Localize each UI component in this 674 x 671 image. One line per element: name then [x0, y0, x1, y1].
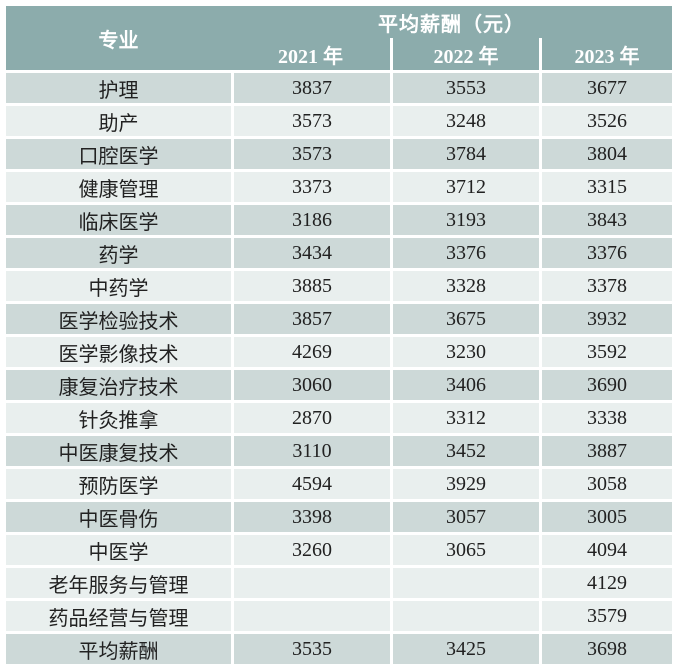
salary-cell-2022: 3248	[393, 106, 539, 136]
profession-cell: 药品经营与管理	[6, 601, 231, 631]
salary-cell-2021-empty	[234, 568, 390, 598]
salary-cell-2022: 3712	[393, 172, 539, 202]
salary-cell-2021: 3060	[234, 370, 390, 400]
table-header: 专业 平均薪酬（元） 2021 年 2022 年 2023 年	[6, 6, 672, 70]
table-row: 口腔医学 3573 3784 3804	[6, 139, 672, 169]
salary-cell-2021: 4269	[234, 337, 390, 367]
profession-cell: 护理	[6, 73, 231, 103]
profession-cell: 中药学	[6, 271, 231, 301]
salary-cell-2022: 3452	[393, 436, 539, 466]
salary-cell-2021: 3398	[234, 502, 390, 532]
year-header-2023: 2023 年	[539, 38, 672, 70]
salary-cell-2023: 4129	[542, 568, 672, 598]
salary-cell-2022: 3425	[393, 634, 539, 664]
table-row: 助产 3573 3248 3526	[6, 106, 672, 136]
salary-cell-2021: 3535	[234, 634, 390, 664]
profession-cell: 口腔医学	[6, 139, 231, 169]
salary-cell-2021: 3573	[234, 139, 390, 169]
salary-cell-2021: 3573	[234, 106, 390, 136]
salary-cell-2023: 3338	[542, 403, 672, 433]
salary-cell-2021: 2870	[234, 403, 390, 433]
profession-cell: 中医学	[6, 535, 231, 565]
profession-cell: 老年服务与管理	[6, 568, 231, 598]
table-row: 中医学 3260 3065 4094	[6, 535, 672, 565]
salary-cell-2021: 4594	[234, 469, 390, 499]
table-row: 健康管理 3373 3712 3315	[6, 172, 672, 202]
salary-cell-2022: 3230	[393, 337, 539, 367]
table-row: 康复治疗技术 3060 3406 3690	[6, 370, 672, 400]
salary-cell-2023: 3843	[542, 205, 672, 235]
salary-cell-2021: 3434	[234, 238, 390, 268]
salary-cell-2022: 3193	[393, 205, 539, 235]
salary-cell-2023: 3376	[542, 238, 672, 268]
salary-cell-2021: 3857	[234, 304, 390, 334]
salary-cell-2023: 3690	[542, 370, 672, 400]
salary-cell-2021: 3373	[234, 172, 390, 202]
profession-cell: 中医康复技术	[6, 436, 231, 466]
salary-cell-2021: 3885	[234, 271, 390, 301]
salary-cell-2021: 3260	[234, 535, 390, 565]
profession-cell: 康复治疗技术	[6, 370, 231, 400]
salary-cell-2023: 3677	[542, 73, 672, 103]
profession-cell: 助产	[6, 106, 231, 136]
salary-cell-2021: 3186	[234, 205, 390, 235]
profession-cell: 医学检验技术	[6, 304, 231, 334]
table-row: 药学 3434 3376 3376	[6, 238, 672, 268]
table-row: 药品经营与管理 3579	[6, 601, 672, 631]
profession-cell: 健康管理	[6, 172, 231, 202]
profession-cell: 临床医学	[6, 205, 231, 235]
year-header-2021: 2021 年	[278, 45, 343, 68]
table-row: 临床医学 3186 3193 3843	[6, 205, 672, 235]
salary-cell-2023: 3005	[542, 502, 672, 532]
profession-cell: 药学	[6, 238, 231, 268]
salary-cell-2023: 3932	[542, 304, 672, 334]
header-salary-group: 平均薪酬（元） 2021 年 2022 年 2023 年	[231, 6, 672, 70]
salary-cell-2023: 3698	[542, 634, 672, 664]
salary-cell-2023: 3579	[542, 601, 672, 631]
salary-cell-2021: 3837	[234, 73, 390, 103]
salary-cell-2021-empty	[234, 601, 390, 631]
year-header-row: 2021 年 2022 年 2023 年	[231, 38, 672, 70]
table-row-average: 平均薪酬 3535 3425 3698	[6, 634, 672, 664]
salary-cell-2021: 3110	[234, 436, 390, 466]
table-row: 医学检验技术 3857 3675 3932	[6, 304, 672, 334]
salary-cell-2022: 3065	[393, 535, 539, 565]
salary-cell-2022-empty	[393, 568, 539, 598]
year-header-2022: 2022 年	[390, 38, 539, 70]
salary-cell-2023: 3804	[542, 139, 672, 169]
salary-cell-2022: 3312	[393, 403, 539, 433]
salary-cell-2022-empty	[393, 601, 539, 631]
table-row: 中药学 3885 3328 3378	[6, 271, 672, 301]
salary-cell-2022: 3929	[393, 469, 539, 499]
profession-cell: 中医骨伤	[6, 502, 231, 532]
salary-cell-2023: 3887	[542, 436, 672, 466]
salary-cell-2023: 3526	[542, 106, 672, 136]
table-row: 医学影像技术 4269 3230 3592	[6, 337, 672, 367]
salary-table: 专业 平均薪酬（元） 2021 年 2022 年 2023 年 护理 3837 …	[6, 6, 672, 664]
profession-cell: 针灸推拿	[6, 403, 231, 433]
salary-cell-2022: 3406	[393, 370, 539, 400]
table-row: 老年服务与管理 4129	[6, 568, 672, 598]
profession-cell: 平均薪酬	[6, 634, 231, 664]
salary-cell-2022: 3376	[393, 238, 539, 268]
table-row: 预防医学 4594 3929 3058	[6, 469, 672, 499]
table-row: 中医康复技术 3110 3452 3887	[6, 436, 672, 466]
salary-cell-2023: 3378	[542, 271, 672, 301]
table-row: 中医骨伤 3398 3057 3005	[6, 502, 672, 532]
salary-cell-2022: 3057	[393, 502, 539, 532]
profession-cell: 医学影像技术	[6, 337, 231, 367]
salary-cell-2022: 3328	[393, 271, 539, 301]
salary-cell-2022: 3784	[393, 139, 539, 169]
salary-cell-2022: 3675	[393, 304, 539, 334]
salary-cell-2023: 3592	[542, 337, 672, 367]
table-row: 护理 3837 3553 3677	[6, 73, 672, 103]
salary-cell-2023: 3058	[542, 469, 672, 499]
corner-header-profession: 专业	[98, 29, 139, 52]
group-header-label: 平均薪酬（元）	[378, 13, 525, 36]
salary-cell-2022: 3553	[393, 73, 539, 103]
salary-cell-2023: 3315	[542, 172, 672, 202]
table-row: 针灸推拿 2870 3312 3338	[6, 403, 672, 433]
salary-cell-2023: 4094	[542, 535, 672, 565]
profession-cell: 预防医学	[6, 469, 231, 499]
